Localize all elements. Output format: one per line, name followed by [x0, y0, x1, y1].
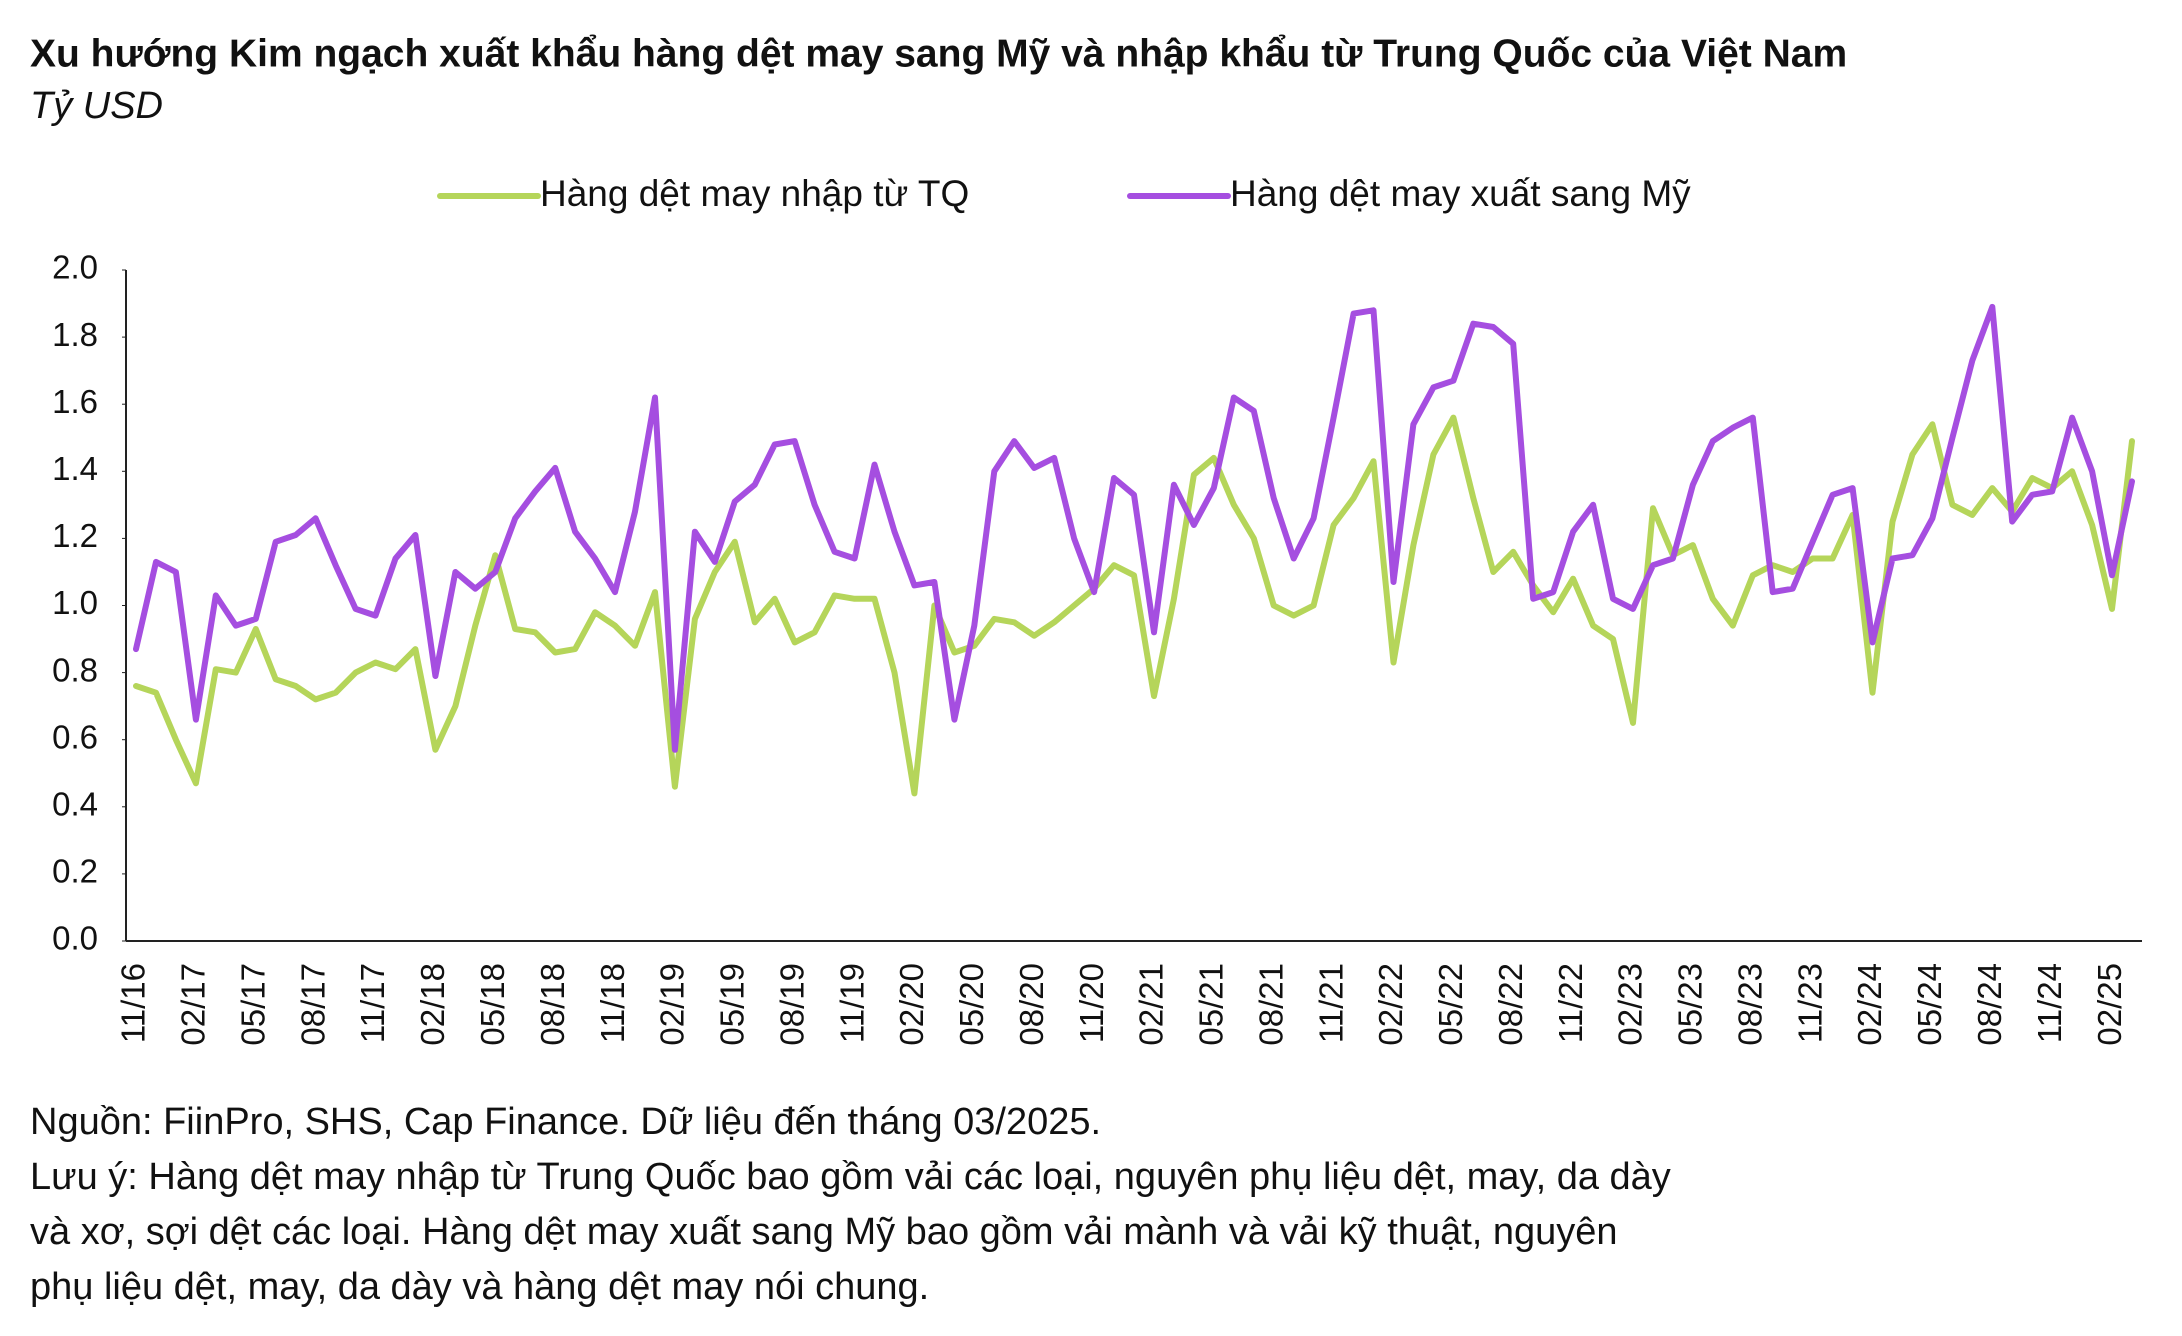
- x-tick-label: 11/19: [833, 963, 870, 1043]
- x-tick-label: 05/17: [234, 963, 271, 1046]
- x-tick-label: 02/21: [1133, 963, 1170, 1046]
- x-tick-label: 08/18: [534, 963, 571, 1046]
- x-tick-label: 08/17: [294, 963, 331, 1046]
- x-tick-label: 08/20: [1013, 963, 1050, 1046]
- x-tick-label: 02/20: [893, 963, 930, 1046]
- x-tick-label: 11/20: [1073, 963, 1110, 1043]
- x-tick-label: 02/23: [1612, 963, 1649, 1046]
- x-tick-label: 08/23: [1731, 963, 1768, 1046]
- x-tick-label: 11/23: [1791, 963, 1828, 1043]
- footnote: phụ liệu dệt, may, da dày và hàng dệt ma…: [30, 1266, 929, 1308]
- series-line: [133, 303, 2135, 753]
- x-tick-label: 08/24: [1971, 963, 2008, 1046]
- x-tick-label: 02/24: [1851, 963, 1888, 1046]
- y-tick-label: 1.8: [52, 316, 98, 353]
- y-tick-label: 0.8: [52, 651, 98, 688]
- x-tick-label: 11/18: [594, 963, 631, 1043]
- chart-subtitle: Tỷ USD: [30, 85, 163, 127]
- x-tick-label: 05/21: [1193, 963, 1230, 1046]
- x-tick-label: 11/24: [2031, 963, 2068, 1043]
- x-tick-label: 05/22: [1432, 963, 1469, 1046]
- x-tick-label: 11/22: [1552, 963, 1589, 1043]
- y-tick-label: 0.6: [52, 718, 98, 755]
- x-tick-label: 05/18: [474, 963, 511, 1046]
- legend-label: Hàng dệt may xuất sang Mỹ: [1230, 173, 1691, 214]
- y-tick-label: 1.2: [52, 517, 98, 554]
- y-tick-label: 0.0: [52, 920, 98, 957]
- x-tick-label: 02/25: [2091, 963, 2128, 1046]
- chart-title: Xu hướng Kim ngạch xuất khẩu hàng dệt ma…: [30, 32, 1847, 75]
- x-tick-label: 02/17: [175, 963, 212, 1046]
- footnote: Nguồn: FiinPro, SHS, Cap Finance. Dữ liệ…: [30, 1101, 1101, 1143]
- y-tick-label: 1.6: [52, 383, 98, 420]
- x-tick-label: 02/18: [414, 963, 451, 1046]
- series-line: [133, 414, 2135, 797]
- x-tick-label: 02/19: [654, 963, 691, 1046]
- x-tick-label: 05/24: [1911, 963, 1948, 1046]
- x-tick-label: 08/19: [773, 963, 810, 1046]
- x-tick-label: 05/23: [1672, 963, 1709, 1046]
- x-tick-label: 11/21: [1312, 963, 1349, 1043]
- x-tick-label: 11/16: [115, 963, 152, 1043]
- x-tick-label: 02/22: [1372, 963, 1409, 1046]
- y-tick-label: 0.4: [52, 786, 98, 823]
- footnote: Lưu ý: Hàng dệt may nhập từ Trung Quốc b…: [30, 1156, 1671, 1198]
- y-tick-label: 2.0: [52, 249, 98, 286]
- x-tick-label: 05/19: [714, 963, 751, 1046]
- y-tick-label: 0.2: [52, 853, 98, 890]
- x-tick-label: 08/22: [1492, 963, 1529, 1046]
- y-tick-label: 1.4: [52, 450, 98, 487]
- x-tick-label: 11/17: [354, 963, 391, 1043]
- legend-label: Hàng dệt may nhập từ TQ: [540, 173, 969, 214]
- footnote: và xơ, sợi dệt các loại. Hàng dệt may xu…: [30, 1211, 1618, 1253]
- x-tick-label: 05/20: [953, 963, 990, 1046]
- y-tick-label: 1.0: [52, 584, 98, 621]
- x-tick-label: 08/21: [1252, 963, 1289, 1046]
